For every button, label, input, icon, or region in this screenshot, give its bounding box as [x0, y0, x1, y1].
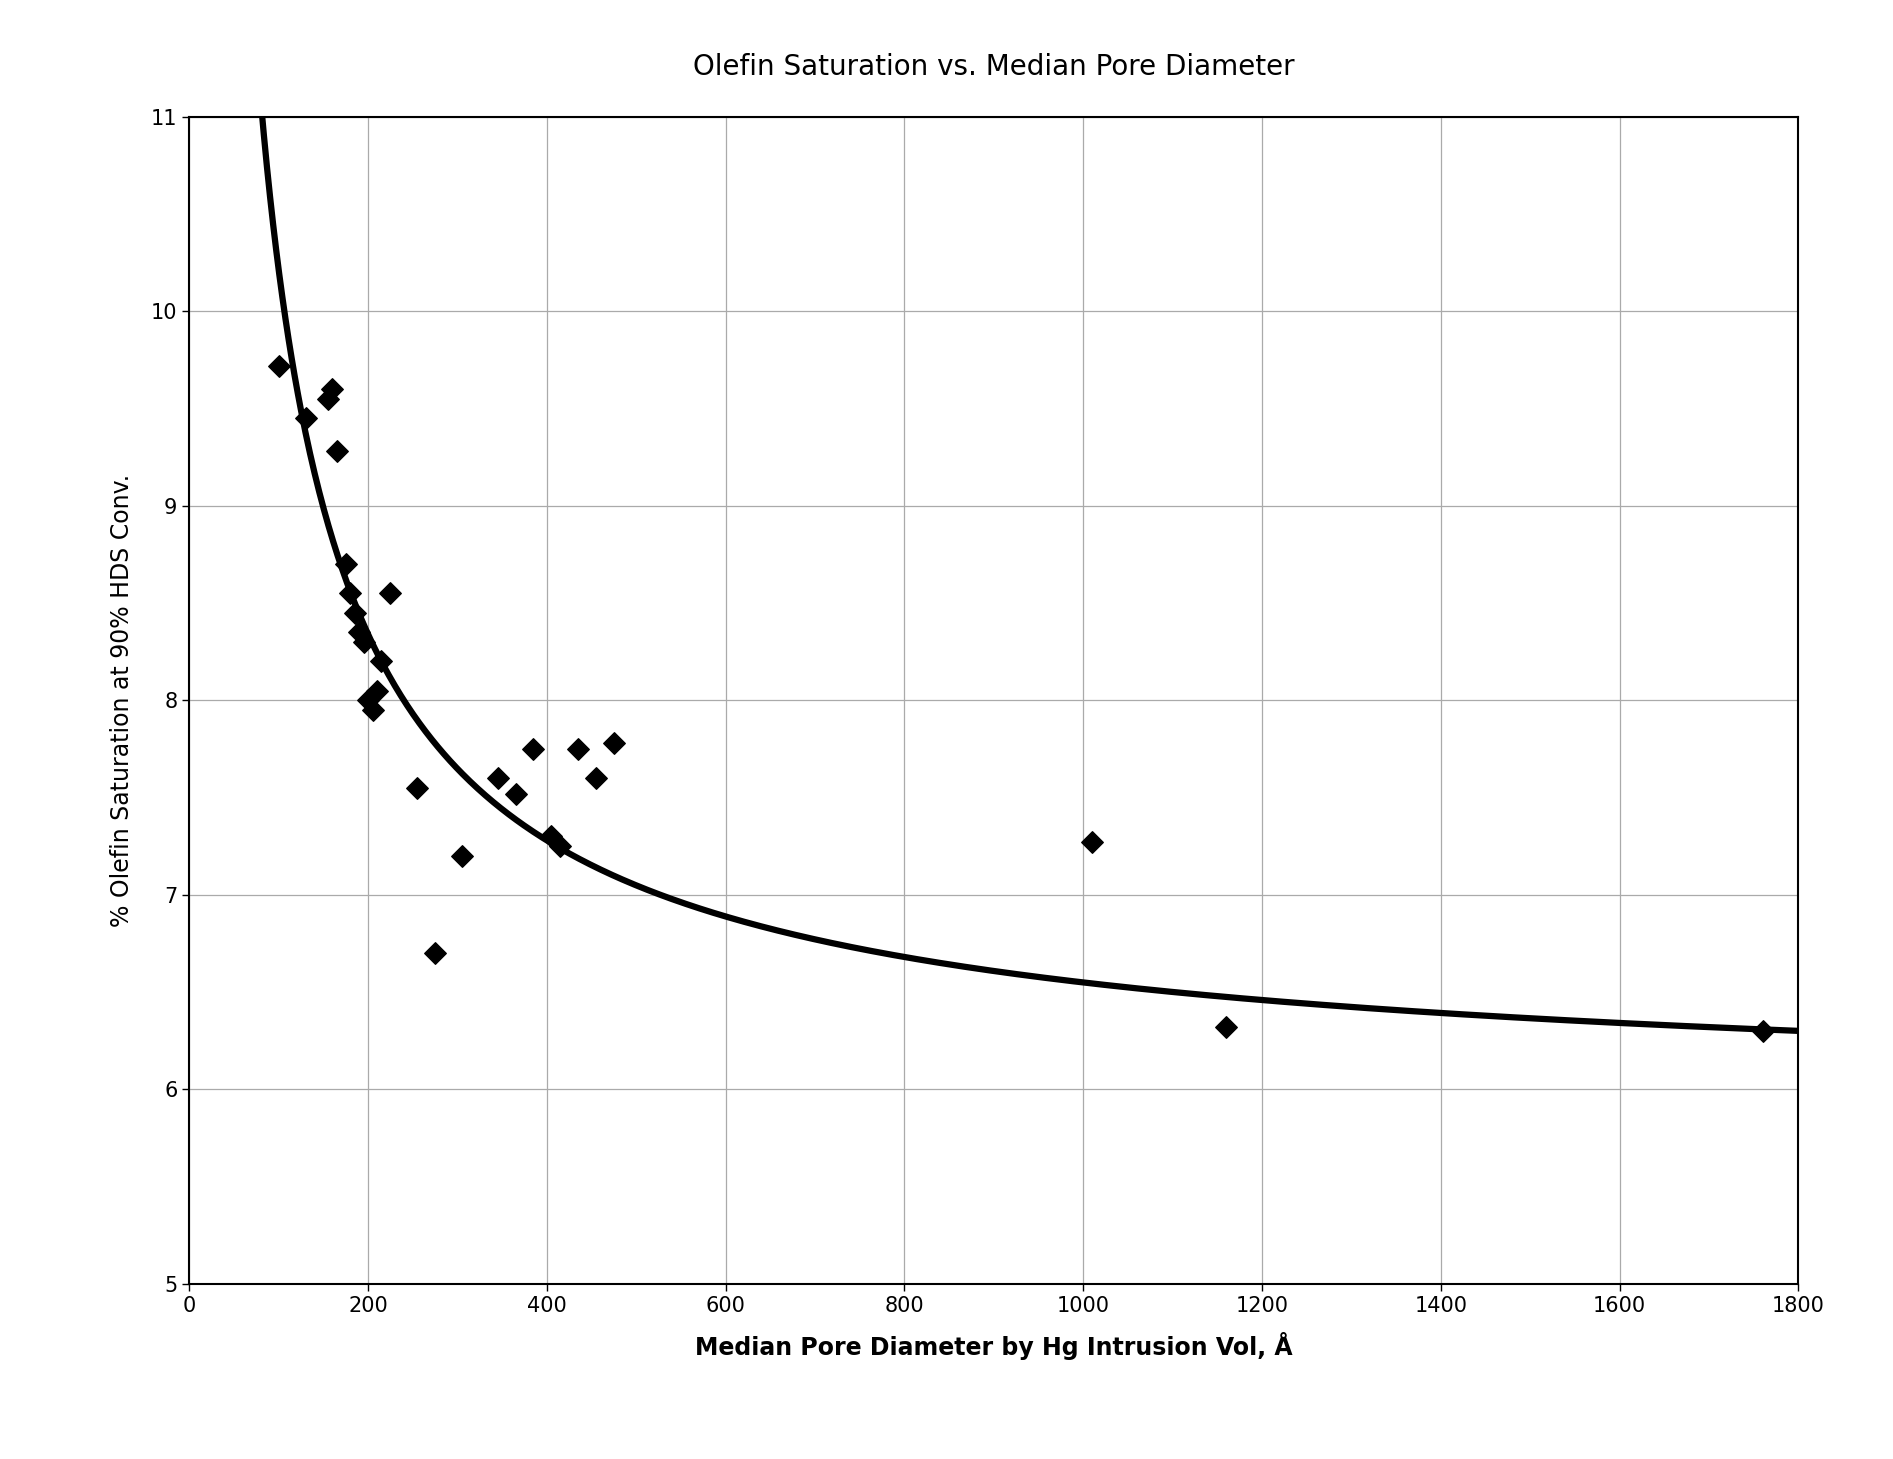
Point [352, 689, 382, 712]
Point [348, 630, 379, 654]
Point [339, 601, 369, 624]
Point [318, 378, 348, 401]
Point [335, 582, 365, 605]
Point [375, 582, 405, 605]
Point [483, 766, 513, 789]
Point [420, 941, 451, 964]
Point [401, 776, 432, 800]
Point [358, 699, 388, 722]
Point [581, 766, 611, 789]
Point [345, 620, 375, 643]
Point [263, 355, 293, 378]
Point [536, 824, 566, 848]
Point [500, 782, 530, 805]
Point [562, 737, 593, 760]
X-axis label: Median Pore Diameter by Hg Intrusion Vol, Å: Median Pore Diameter by Hg Intrusion Vol… [695, 1332, 1293, 1360]
Point [290, 407, 320, 430]
Y-axis label: % Olefin Saturation at 90% HDS Conv.: % Olefin Saturation at 90% HDS Conv. [110, 474, 134, 926]
Point [545, 835, 575, 858]
Point [312, 387, 343, 410]
Point [598, 731, 628, 754]
Point [519, 737, 549, 760]
Point [331, 553, 362, 576]
Point [1212, 1015, 1242, 1039]
Title: Olefin Saturation vs. Median Pore Diameter: Olefin Saturation vs. Median Pore Diamet… [693, 53, 1295, 82]
Point [362, 678, 392, 702]
Point [367, 649, 398, 673]
Point [322, 439, 352, 463]
Point [447, 845, 477, 868]
Point [1747, 1020, 1778, 1043]
Point [1077, 830, 1107, 854]
